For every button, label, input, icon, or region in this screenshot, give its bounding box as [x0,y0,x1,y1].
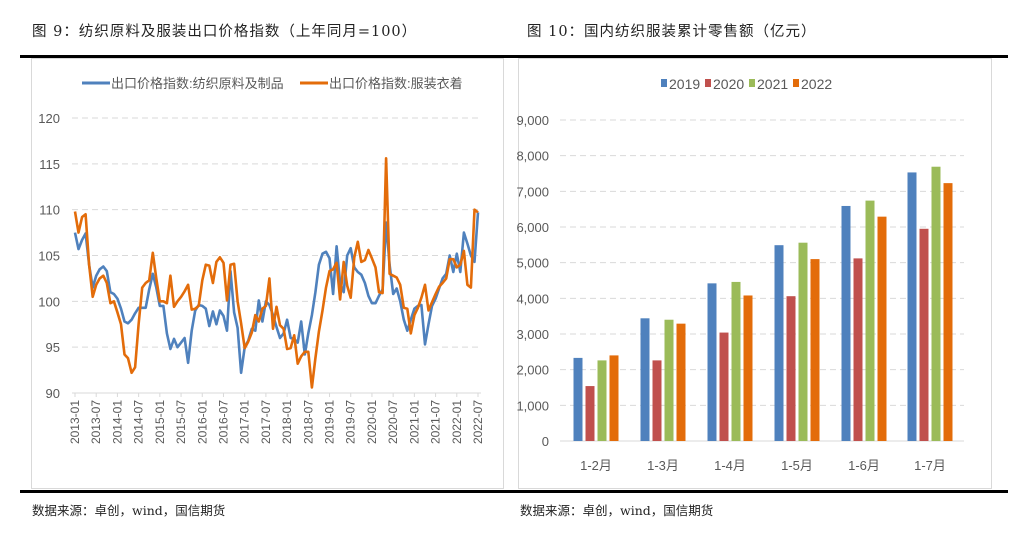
bar-2020-5 [853,258,863,441]
bar-2020-3 [719,332,729,441]
bar-2021-2 [664,319,674,441]
left-source-note: 数据来源：卓创，wind，国信期货 [32,503,226,518]
bar-2020-4 [786,296,796,441]
y-tick-label: 90 [46,386,60,401]
legend-swatch-2021 [749,79,755,87]
y-tick-label: 9,000 [516,113,549,128]
y-tick-label: 4,000 [516,291,549,306]
y-tick-label: 110 [39,203,60,218]
x-tick-label: 2022-07 [471,400,485,444]
legend-label-2021: 2021 [757,76,788,92]
y-tick-label: 100 [38,294,60,309]
x-category-label: 1-2月 [580,458,612,473]
x-tick-label: 2014-01 [110,400,124,444]
bar-2019-1 [573,357,583,441]
legend-swatch-2019 [661,79,667,87]
bar-2022-6 [943,183,953,441]
x-tick-label: 2019-07 [344,400,358,444]
x-tick-label: 2021-01 [407,400,421,444]
line-series-2 [73,157,479,389]
x-tick-label: 2016-07 [216,400,230,444]
line-series-1 [73,212,480,375]
x-category-label: 1-4月 [714,458,746,473]
legend-swatch-2020 [705,79,711,87]
y-tick-label: 0 [542,434,549,449]
x-category-label: 1-6月 [848,458,880,473]
left-chart-title: 图 9：纺织原料及服装出口价格指数（上年同月=100） [32,24,418,40]
bar-2022-1 [609,355,619,441]
bar-2021-3 [731,281,741,441]
y-tick-label: 3,000 [516,327,549,342]
bar-2021-5 [865,200,875,441]
y-tick-label: 6,000 [516,220,549,235]
bar-2019-4 [774,245,784,441]
x-tick-label: 2015-01 [153,400,167,444]
y-tick-label: 105 [38,249,60,264]
x-tick-label: 2014-07 [132,400,146,444]
y-tick-label: 120 [38,111,60,126]
legend-label-2022: 2022 [801,76,832,92]
bar-2021-1 [597,360,607,441]
x-tick-label: 2015-07 [174,400,188,444]
x-tick-label: 2022-01 [450,400,464,444]
bar-2021-4 [798,242,808,441]
x-category-label: 1-5月 [781,458,813,473]
bar-2020-6 [919,228,929,441]
x-tick-label: 2017-07 [259,400,273,444]
bar-2020-1 [585,386,595,441]
y-tick-label: 7,000 [516,184,549,199]
x-tick-label: 2016-01 [195,400,209,444]
left-chart-panel [31,58,504,489]
x-tick-label: 2021-07 [429,400,443,444]
bottom-rule [20,490,1008,493]
y-tick-label: 95 [46,340,60,355]
bar-2019-2 [640,318,650,441]
x-tick-label: 2018-07 [301,400,315,444]
legend-label-2020: 2020 [713,76,744,92]
bar-2022-4 [810,259,820,441]
y-tick-label: 5,000 [516,256,549,271]
x-category-label: 1-3月 [647,458,679,473]
legend-label-2019: 2019 [669,76,700,92]
bar-2022-5 [877,216,887,441]
bar-2019-5 [841,205,851,441]
x-tick-label: 2019-01 [323,400,337,444]
legend-swatch-2022 [793,79,799,87]
x-tick-label: 2017-01 [238,400,252,444]
bar-2019-6 [907,172,917,441]
bar-2020-2 [652,360,662,441]
x-tick-label: 2013-07 [89,400,103,444]
y-tick-label: 2,000 [516,363,549,378]
x-category-label: 1-7月 [914,458,946,473]
right-source-note: 数据来源：卓创，wind，国信期货 [520,503,714,518]
bar-2021-6 [931,166,941,441]
y-tick-label: 115 [39,157,60,172]
x-tick-label: 2020-07 [386,400,400,444]
right-chart-title: 图 10：国内纺织服装累计零售额（亿元） [527,24,817,40]
x-tick-label: 2013-01 [68,400,82,444]
x-tick-label: 2018-01 [280,400,294,444]
x-tick-label: 2020-01 [365,400,379,444]
bar-2022-2 [676,323,686,441]
bar-2019-3 [707,283,717,441]
legend-apparel-label: 出口价格指数:服装衣着 [329,76,463,91]
y-tick-label: 8,000 [516,149,549,164]
bar-2022-3 [743,295,753,441]
top-rule [20,55,1008,58]
y-tick-label: 1,000 [516,398,549,413]
legend-textiles-label: 出口价格指数:纺织原料及制品 [111,76,284,91]
